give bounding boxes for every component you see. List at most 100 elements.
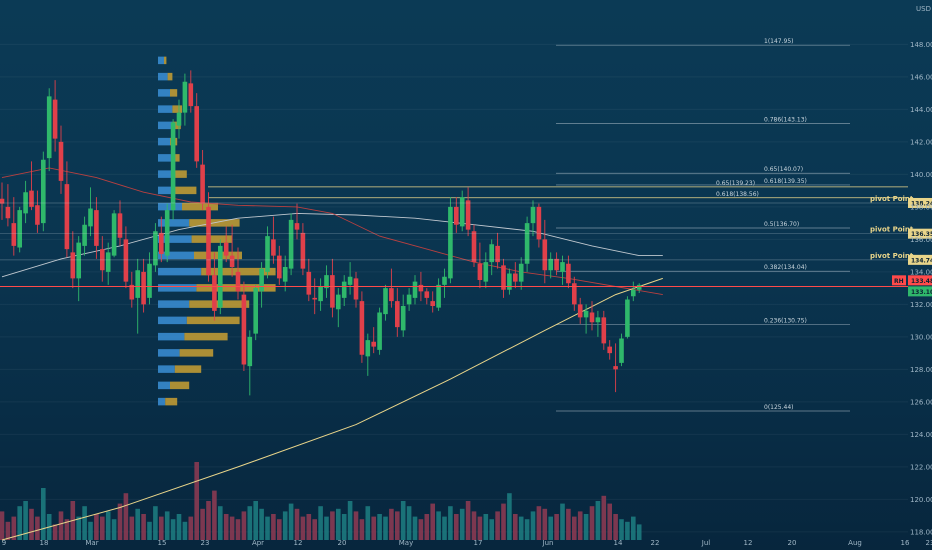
volume-bar	[542, 508, 548, 540]
volume-profile-sell	[172, 105, 182, 113]
volume-profile-buy	[158, 154, 172, 162]
candle-body	[288, 219, 294, 269]
candle-body	[483, 262, 489, 282]
volume-bar	[318, 506, 323, 540]
y-tick-label: 134.00	[910, 268, 932, 276]
candle-body	[117, 213, 123, 238]
candle-body	[542, 239, 548, 271]
candle-body	[64, 184, 70, 250]
volume-bar	[159, 516, 164, 540]
candle-body	[406, 294, 412, 305]
candle-body	[88, 208, 93, 227]
pivot-price-tag	[908, 228, 932, 239]
volume-bar	[513, 514, 518, 540]
volume-bar	[377, 514, 382, 540]
volume-bar	[52, 524, 58, 540]
volume-bar	[200, 508, 205, 540]
candle-body	[294, 223, 300, 230]
candle-body	[200, 164, 205, 204]
price-axis[interactable]: 118.00 120.00 122.00 124.00 126.00 128.00 130.…	[910, 41, 932, 537]
volume-bar	[406, 506, 412, 540]
volume-bar	[518, 516, 524, 540]
volume-bar	[29, 508, 34, 540]
volume-bar	[619, 519, 624, 540]
volume-profile-buy	[158, 121, 173, 130]
volume-profile-sell	[167, 72, 173, 81]
pivot-price-tag	[908, 197, 932, 208]
candle-body	[318, 286, 323, 302]
volume-bar	[560, 503, 565, 540]
candle-body	[129, 284, 135, 300]
volume-bar	[253, 501, 258, 540]
volume-bar	[371, 516, 376, 540]
volume-bar	[35, 516, 40, 540]
candle-body	[412, 281, 418, 298]
candle-body	[164, 210, 170, 256]
candle-body	[448, 206, 453, 279]
pivot-price-tag-text: 134.74	[911, 257, 932, 264]
candle-body	[306, 271, 312, 295]
volume-profile-sell	[174, 365, 202, 373]
volume-bar	[182, 521, 188, 540]
y-tick-label: 148.00	[910, 41, 932, 49]
candle-body	[141, 271, 146, 305]
fib-label: 0.618(139.35)	[764, 178, 807, 185]
volume-profile-buy	[158, 72, 168, 81]
candle-body	[300, 232, 306, 269]
volume-bar	[271, 514, 276, 540]
y-tick-label: 136.00	[910, 236, 932, 244]
candle-body	[194, 106, 199, 162]
volume-bar	[495, 511, 500, 540]
candle-body	[566, 263, 571, 284]
volume-bar	[471, 511, 477, 540]
volume-bar	[235, 519, 241, 540]
volume-bar	[359, 519, 365, 540]
volume-bar	[277, 519, 282, 540]
candle-body	[636, 284, 642, 290]
candle-body	[82, 224, 87, 246]
candle-body	[330, 275, 335, 308]
candle-body	[560, 262, 565, 272]
candle-body	[631, 289, 636, 297]
fib-label: 0.382(134.04)	[764, 264, 807, 271]
candle-body	[501, 265, 506, 290]
candle-body	[601, 317, 607, 344]
pivot-price-tag-text: 138.24	[911, 200, 932, 207]
volume-bar	[212, 490, 217, 540]
volume-bar	[589, 506, 595, 540]
candle-body	[147, 263, 152, 298]
fib-label: 0.65(140.07)	[764, 166, 803, 173]
volume-profile-buy	[158, 186, 175, 195]
volume-bar	[454, 514, 459, 540]
pivot-price-tag	[908, 254, 932, 265]
candle-body	[377, 312, 382, 350]
candle-body	[424, 291, 430, 298]
volume-bar	[147, 521, 152, 540]
y-tick-label: 120.00	[910, 496, 932, 504]
volume-bar	[489, 519, 494, 540]
volume-bar	[536, 506, 542, 540]
x-tick-label: 23	[201, 539, 210, 547]
volume-bar	[141, 514, 146, 540]
volume-bars	[0, 462, 642, 540]
candlesticks	[0, 70, 642, 396]
y-tick-label: 118.00	[910, 528, 932, 536]
volume-profile-sell	[170, 381, 190, 390]
x-tick-label: 15	[158, 539, 167, 547]
candle-body	[524, 223, 530, 264]
volume-bar	[324, 516, 329, 540]
volume-bar	[430, 503, 435, 540]
candle-body	[35, 205, 40, 225]
volume-bar	[424, 514, 430, 540]
candle-body	[395, 301, 400, 328]
candle-body	[159, 232, 164, 254]
volume-bar	[229, 516, 235, 540]
volume-profile-buy	[158, 365, 175, 373]
candle-body	[100, 249, 105, 271]
time-axis[interactable]: 9 18 Mar 15 23 Apr 12 20 May 17 Jun 14 22 Jul 12 20 Aug 1…	[2, 539, 932, 547]
candle-body	[548, 258, 553, 271]
volume-profile-buy	[158, 137, 170, 146]
fib-label: 0.786(143.13)	[764, 117, 807, 124]
candle-body	[76, 242, 81, 279]
